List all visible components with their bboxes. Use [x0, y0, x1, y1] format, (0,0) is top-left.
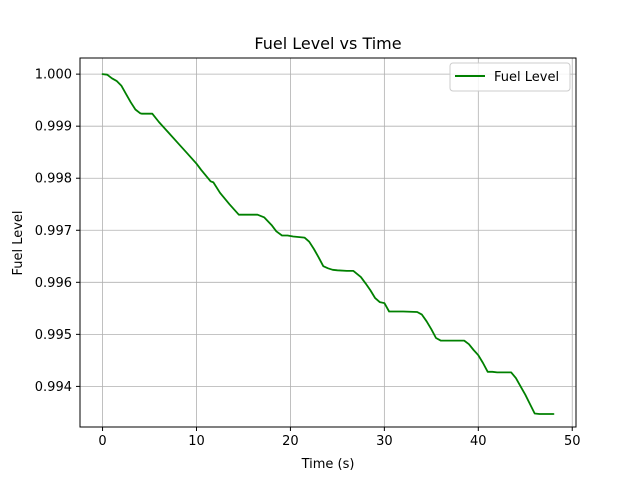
y-tick-label: 0.994 — [35, 380, 72, 395]
legend-box — [449, 62, 571, 92]
y-tick-label: 0.997 — [35, 224, 72, 239]
legend: Fuel Level — [449, 62, 571, 92]
x-axis-label: Time (s) — [301, 457, 355, 472]
y-tick-label: 0.998 — [35, 172, 72, 187]
y-tick-label: 0.999 — [35, 120, 72, 135]
legend-label-fuel-level: Fuel Level — [494, 70, 559, 85]
y-axis-label: Fuel Level — [11, 210, 26, 275]
x-tick-label: 10 — [188, 434, 205, 449]
chart-title: Fuel Level vs Time — [254, 34, 401, 53]
series-line-fuel-level — [101, 73, 555, 415]
x-axis-ticks: 0 10 20 30 40 50 — [98, 427, 581, 449]
grid — [80, 58, 576, 427]
y-tick-label: 0.995 — [35, 328, 72, 343]
x-tick-label: 0 — [98, 434, 106, 449]
y-tick-label: 0.996 — [35, 276, 72, 291]
y-axis-ticks: 0.994 0.995 0.996 0.997 0.998 0.999 1.000 — [35, 68, 80, 395]
series-layer — [101, 73, 555, 415]
x-tick-label: 20 — [282, 434, 299, 449]
x-tick-label: 50 — [564, 434, 581, 449]
x-tick-label: 30 — [376, 434, 393, 449]
plot-frame — [79, 57, 577, 428]
y-tick-label: 1.000 — [35, 68, 72, 83]
x-tick-label: 40 — [470, 434, 487, 449]
